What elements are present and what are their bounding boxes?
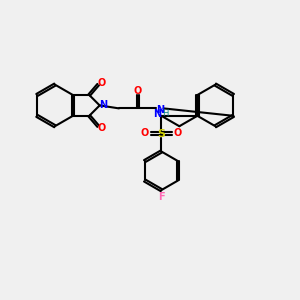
Text: S: S	[158, 129, 166, 139]
Text: O: O	[98, 78, 106, 88]
Text: O: O	[134, 85, 142, 96]
Text: N: N	[153, 109, 161, 119]
Text: N: N	[99, 100, 107, 110]
Text: O: O	[141, 128, 149, 138]
Text: O: O	[98, 123, 106, 133]
Text: H: H	[162, 109, 168, 118]
Text: O: O	[174, 128, 182, 138]
Text: F: F	[158, 192, 165, 202]
Text: N: N	[156, 105, 164, 115]
